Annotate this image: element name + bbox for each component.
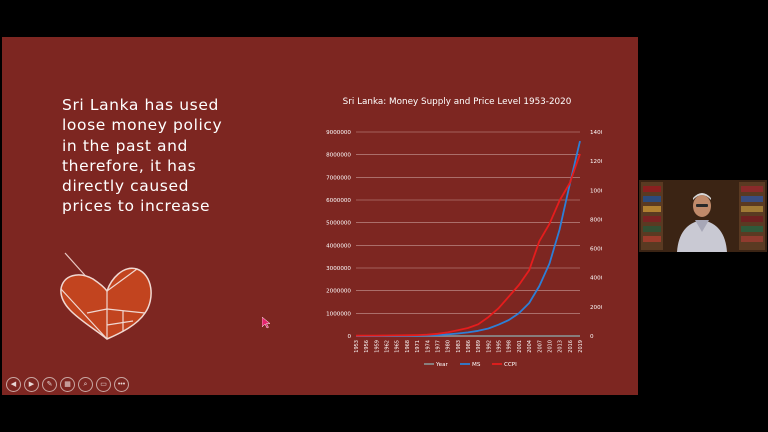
x-axis-tick-label: 2016 bbox=[568, 340, 574, 353]
slide-text-line: prices to increase bbox=[62, 197, 211, 216]
x-axis-tick-label: 2004 bbox=[527, 340, 533, 353]
slide-text-line: in the past and bbox=[62, 136, 188, 155]
x-axis-tick-label: 1977 bbox=[435, 340, 441, 353]
money-supply-price-chart: 0 1000000 2000000 3000000 4000000 5000000 6000… bbox=[326, 130, 602, 368]
x-axis-tick-label: 1953 bbox=[354, 340, 360, 353]
x-axis-tick-label: 2007 bbox=[537, 340, 543, 353]
right-axis-tick-label: 8000 bbox=[590, 217, 602, 223]
slide-text-line: directly caused bbox=[62, 177, 190, 196]
previous-slide-icon[interactable]: ◀ bbox=[6, 377, 21, 392]
right-axis-tick-label: 4000 bbox=[590, 276, 602, 282]
series-line-ccpi bbox=[355, 153, 581, 337]
slide-text-line: loose money policy bbox=[62, 116, 223, 135]
left-axis-tick-label: 4000000 bbox=[326, 243, 351, 249]
all-slides-icon[interactable]: ▦ bbox=[60, 377, 75, 392]
webcam-video bbox=[639, 180, 767, 252]
x-axis-tick-label: 1956 bbox=[364, 340, 370, 353]
x-axis-tick-label: 1998 bbox=[507, 340, 513, 353]
webcam-scene bbox=[639, 180, 767, 252]
slide-text-line: Sri Lanka has used bbox=[62, 96, 219, 114]
next-slide-icon[interactable]: ▶ bbox=[24, 377, 39, 392]
x-axis-tick-label: 2001 bbox=[517, 340, 523, 353]
right-axis-tick-label: 6000 bbox=[590, 247, 602, 253]
presentation-slide: Sri Lanka has used loose money policy in… bbox=[2, 37, 638, 395]
right-axis-tick-label: 12000 bbox=[590, 159, 602, 165]
x-axis-tick-label: 1995 bbox=[497, 340, 503, 353]
x-axis-tick-label: 2010 bbox=[547, 340, 553, 353]
zoom-icon[interactable]: ⌕ bbox=[78, 377, 93, 392]
legend-label: CCPI bbox=[504, 362, 517, 368]
x-axis-tick-label: 1989 bbox=[476, 340, 482, 353]
x-axis-tick-label: 1992 bbox=[486, 340, 492, 353]
x-axis-tick-label: 1959 bbox=[374, 340, 380, 353]
x-axis-tick-label: 1968 bbox=[405, 340, 411, 353]
series-line-ms bbox=[356, 140, 581, 337]
right-axis-tick-label: 14000 bbox=[590, 130, 602, 136]
slide-text-line: therefore, it has bbox=[62, 156, 197, 175]
x-axis-tick-label: 1962 bbox=[385, 340, 391, 353]
legend-label: MS bbox=[472, 362, 481, 368]
left-axis-tick-label: 0 bbox=[347, 334, 351, 340]
x-axis-tick-label: 1971 bbox=[415, 340, 421, 353]
x-axis-tick-label: 1974 bbox=[425, 340, 431, 353]
right-axis-tick-label: 10000 bbox=[590, 188, 602, 194]
x-axis-tick-label: 1965 bbox=[395, 340, 401, 353]
right-axis-tick-label: 0 bbox=[590, 334, 594, 340]
right-axis-tick-label: 2000 bbox=[590, 305, 602, 311]
left-axis-tick-label: 7000000 bbox=[326, 175, 351, 181]
more-options-icon[interactable]: ••• bbox=[114, 377, 129, 392]
x-axis-tick-label: 1986 bbox=[466, 340, 472, 353]
x-axis-tick-label: 2013 bbox=[558, 340, 564, 353]
slide-body-text: Sri Lanka has used loose money policy in… bbox=[62, 95, 277, 217]
left-axis-tick-label: 5000000 bbox=[326, 221, 351, 227]
slideshow-controls: ◀ ▶ ✎ ▦ ⌕ ▭ ••• bbox=[6, 377, 129, 395]
left-axis-tick-label: 2000000 bbox=[326, 289, 351, 295]
x-axis-tick-label: 1980 bbox=[446, 340, 452, 353]
x-axis-tick-label: 1983 bbox=[456, 340, 462, 353]
legend-label: Year bbox=[435, 362, 449, 368]
left-axis-tick-label: 3000000 bbox=[326, 266, 351, 272]
chart-title: Sri Lanka: Money Supply and Price Level … bbox=[342, 97, 572, 107]
x-axis-tick-label: 2019 bbox=[578, 340, 584, 353]
left-axis-tick-label: 8000000 bbox=[326, 153, 351, 159]
pen-icon[interactable]: ✎ bbox=[42, 377, 57, 392]
left-axis-tick-label: 1000000 bbox=[326, 311, 351, 317]
left-axis-tick-label: 6000000 bbox=[326, 198, 351, 204]
left-axis-tick-label: 9000000 bbox=[326, 130, 351, 136]
subtitles-icon[interactable]: ▭ bbox=[96, 377, 111, 392]
pointer-cursor-icon bbox=[262, 317, 271, 329]
leaf-decoration bbox=[60, 252, 152, 340]
